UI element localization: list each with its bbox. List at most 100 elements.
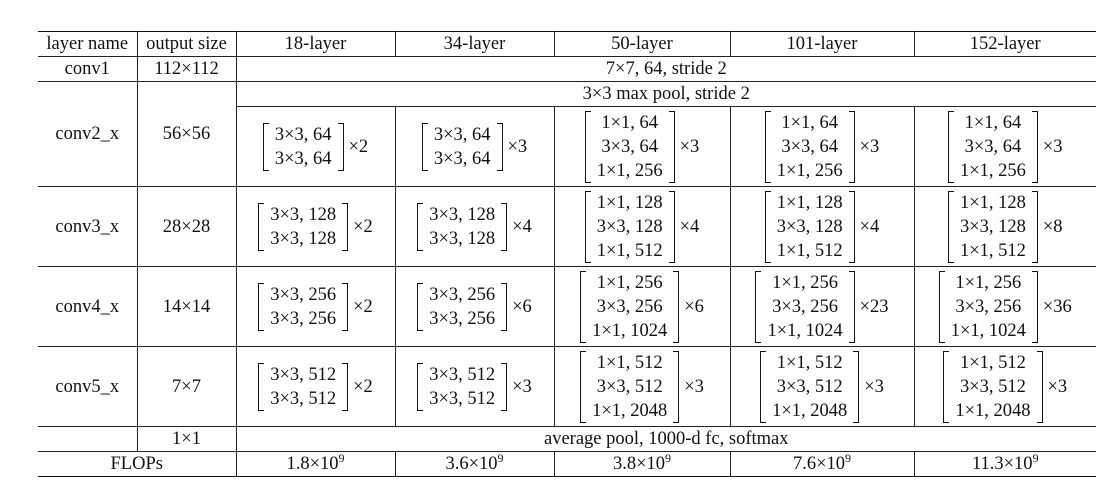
block-cell: 1×1, 128 3×3, 128 1×1, 512 ×4	[553, 186, 731, 267]
layer-spec: 1×1, 256	[772, 272, 838, 293]
block-multiplier: ×3	[1042, 136, 1063, 157]
layer-name-cell	[38, 426, 138, 452]
layer-spec: 1×1, 64	[964, 112, 1022, 133]
block-multiplier: ×4	[679, 216, 700, 237]
block-cell: 1×1, 64 3×3, 64 1×1, 256 ×3	[729, 106, 915, 187]
block-multiplier: ×2	[353, 376, 373, 397]
resnet-architecture-table: layer name output size 18-layer 34-layer…	[38, 31, 1096, 477]
bracket-matrix: 1×1, 256 3×3, 256 1×1, 1024	[755, 270, 855, 343]
layer-name-cell: conv1	[38, 56, 138, 82]
block-multiplier: ×3	[507, 136, 528, 157]
bracket-matrix: 3×3, 128 3×3, 128	[258, 202, 349, 251]
bracket-matrix: 1×1, 512 3×3, 512 1×1, 2048	[943, 350, 1043, 423]
layer-spec: 3×3, 256	[772, 296, 838, 317]
block-cell: 3×3, 128 3×3, 128 ×4	[394, 186, 555, 267]
layer-spec: 1×1, 2048	[772, 400, 848, 421]
block-multiplier: ×6	[684, 296, 704, 317]
layer-spec: 1×1, 256	[955, 272, 1022, 293]
final-row: 1×1 average pool, 1000-d fc, softmax	[38, 426, 1096, 452]
header-output-size: output size	[136, 31, 237, 57]
output-size-cell: 7×7	[136, 346, 237, 427]
block-multiplier: ×3	[679, 136, 700, 157]
header-col: 50-layer	[553, 31, 731, 57]
block-cell: 1×1, 512 3×3, 512 1×1, 2048 ×3	[913, 346, 1096, 427]
bracket-matrix: 3×3, 64 3×3, 64	[421, 122, 503, 171]
header-col: 34-layer	[394, 31, 555, 57]
layer-spec: 1×1, 256	[776, 160, 843, 181]
flops-value: 11.3×109	[913, 451, 1096, 477]
layer-spec: 1×1, 512	[776, 240, 843, 261]
flops-value: 7.6×109	[729, 451, 915, 477]
max-pool-spec: 3×3 max pool, stride 2	[235, 81, 1096, 107]
residual-block: 3×3, 512 3×3, 512 ×2	[258, 362, 373, 411]
layer-spec: 3×3, 64	[274, 124, 332, 145]
header-col: 18-layer	[235, 31, 396, 57]
bracket-matrix: 1×1, 256 3×3, 256 1×1, 1024	[938, 270, 1038, 343]
layer-spec: 3×3, 64	[433, 148, 491, 169]
layer-spec: 1×1, 256	[596, 160, 663, 181]
layer-spec: 1×1, 1024	[950, 320, 1026, 341]
bracket-matrix: 1×1, 128 3×3, 128 1×1, 512	[947, 190, 1038, 263]
layer-spec: 3×3, 256	[429, 284, 496, 305]
layer-name-cell: conv2_x	[38, 81, 138, 187]
header-layer-name: layer name	[38, 31, 138, 57]
bracket-matrix: 3×3, 512 3×3, 512	[417, 362, 508, 411]
layer-spec: 1×1, 512	[959, 240, 1026, 261]
layer-spec: 1×1, 256	[959, 160, 1026, 181]
residual-block: 1×1, 512 3×3, 512 1×1, 2048 ×3	[760, 350, 884, 423]
block-multiplier: ×4	[859, 216, 880, 237]
residual-block: 3×3, 512 3×3, 512 ×3	[417, 362, 532, 411]
block-multiplier: ×2	[353, 296, 373, 317]
block-multiplier: ×6	[512, 296, 532, 317]
residual-block: 1×1, 256 3×3, 256 1×1, 1024 ×36	[938, 270, 1072, 343]
layer-spec: 1×1, 2048	[955, 400, 1031, 421]
layer-spec: 1×1, 512	[596, 240, 663, 261]
output-size-cell: 56×56	[136, 81, 237, 187]
layer-spec: 1×1, 2048	[592, 400, 668, 421]
flops-value: 1.8×109	[235, 451, 396, 477]
residual-block: 1×1, 128 3×3, 128 1×1, 512 ×8	[947, 190, 1063, 263]
layer-spec: 3×3, 512	[596, 376, 663, 397]
block-cell: 1×1, 64 3×3, 64 1×1, 256 ×3	[913, 106, 1096, 187]
conv2-row: 3×3, 64 3×3, 64 ×2 3×3, 64 3×3, 64 ×3 1×1, 64 3…	[38, 106, 1096, 187]
layer-spec: 3×3, 512	[776, 376, 843, 397]
residual-block: 1×1, 128 3×3, 128 1×1, 512 ×4	[764, 190, 880, 263]
layer-spec: 3×3, 64	[781, 136, 838, 157]
block-multiplier: ×23	[859, 296, 889, 317]
bracket-matrix: 1×1, 64 3×3, 64 1×1, 256	[947, 110, 1038, 183]
bracket-matrix: 1×1, 128 3×3, 128 1×1, 512	[764, 190, 855, 263]
layer-spec: 1×1, 1024	[592, 320, 668, 341]
block-cell: 1×1, 256 3×3, 256 1×1, 1024 ×36	[913, 266, 1096, 347]
flops-value: 3.8×109	[553, 451, 731, 477]
layer-spec: 3×3, 256	[955, 296, 1022, 317]
residual-block: 3×3, 128 3×3, 128 ×4	[417, 202, 532, 251]
block-cell: 1×1, 512 3×3, 512 1×1, 2048 ×3	[553, 346, 731, 427]
header-col: 101-layer	[729, 31, 915, 57]
layer-spec: 3×3, 512	[959, 376, 1026, 397]
residual-block: 1×1, 256 3×3, 256 1×1, 1024 ×6	[580, 270, 704, 343]
residual-block: 1×1, 64 3×3, 64 1×1, 256 ×3	[947, 110, 1063, 183]
residual-block: 3×3, 64 3×3, 64 ×2	[262, 122, 368, 171]
bracket-matrix: 3×3, 64 3×3, 64	[262, 122, 344, 171]
layer-spec: 3×3, 256	[270, 284, 337, 305]
flops-value: 3.6×109	[394, 451, 555, 477]
flops-label: FLOPs	[38, 451, 237, 477]
block-cell: 3×3, 256 3×3, 256 ×6	[394, 266, 555, 347]
layer-spec: 1×1, 128	[596, 192, 663, 213]
block-cell: 1×1, 64 3×3, 64 1×1, 256 ×3	[553, 106, 731, 187]
layer-spec: 1×1, 64	[781, 112, 838, 133]
block-cell: 1×1, 512 3×3, 512 1×1, 2048 ×3	[729, 346, 915, 427]
block-cell: 1×1, 256 3×3, 256 1×1, 1024 ×6	[553, 266, 731, 347]
bracket-matrix: 3×3, 512 3×3, 512	[258, 362, 349, 411]
block-multiplier: ×2	[353, 216, 373, 237]
bracket-matrix: 1×1, 128 3×3, 128 1×1, 512	[584, 190, 675, 263]
bracket-matrix: 1×1, 64 3×3, 64 1×1, 256	[584, 110, 675, 183]
residual-block: 3×3, 256 3×3, 256 ×2	[258, 282, 373, 331]
layer-spec: 1×1, 1024	[767, 320, 843, 341]
block-cell: 3×3, 512 3×3, 512 ×2	[235, 346, 396, 427]
output-size-cell: 28×28	[136, 186, 237, 267]
residual-block: 1×1, 64 3×3, 64 1×1, 256 ×3	[584, 110, 700, 183]
block-cell: 1×1, 256 3×3, 256 1×1, 1024 ×23	[729, 266, 915, 347]
bracket-matrix: 3×3, 256 3×3, 256	[258, 282, 349, 331]
conv1-row: conv1 112×112 7×7, 64, stride 2	[38, 56, 1096, 82]
